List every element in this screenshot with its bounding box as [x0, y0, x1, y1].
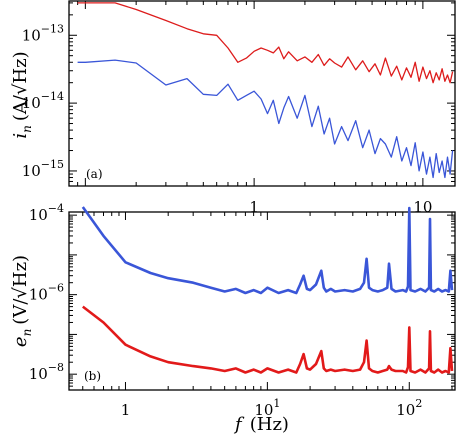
y-tick-label: 10−6 [29, 282, 64, 304]
panel-b-x-axis-label: f (Hz) [233, 414, 289, 435]
panel-b-frame [68, 211, 456, 391]
panel-a-frame [68, 0, 456, 187]
panel-b-y-tick-labels: 10−410−610−8 [29, 202, 64, 383]
x-tick-label: 10 [413, 198, 432, 216]
panel-a-series [77, 2, 454, 179]
y-tick-label-base: 10 [29, 206, 48, 224]
y-tick-label-base: 10 [22, 162, 41, 180]
x-tick-label: 102 [396, 397, 422, 419]
panel-a-y-axis-subscript: n [20, 125, 34, 133]
panel-b-y-axis-label: en (V/√Hz) [10, 255, 34, 347]
y-tick-label-exponent: −4 [48, 202, 64, 215]
y-tick-label-exponent: −13 [41, 22, 64, 35]
panel-a-ticks [68, 1, 455, 187]
x-tick-label: 1 [121, 401, 131, 419]
panel-b-x-tick-labels: 1 101 102 [121, 397, 423, 419]
y-tick-label-exponent: −8 [48, 361, 64, 374]
panel-a-y-axis-symbol: i [10, 133, 31, 139]
panel-b-ticks [68, 212, 455, 391]
x-tick-label: 1 [249, 198, 259, 216]
x-tick-label: 101 [254, 397, 280, 419]
panel-b-x-axis-symbol: f [233, 414, 245, 435]
series-line-1 [81, 206, 454, 295]
panel-b-y-axis-subscript: n [20, 329, 34, 337]
panel-b: 10−410−610−8 1 101 102 (b) en(V/√Hz) f (Hz) [10, 202, 456, 435]
y-tick-label: 10−4 [29, 202, 64, 224]
x-tick-label-base: 10 [254, 401, 273, 419]
panel-b-y-axis-unit: (V/√Hz) [10, 255, 31, 325]
series-line-2 [82, 305, 454, 374]
y-tick-label-exponent: −14 [41, 90, 64, 103]
y-tick-label-base: 10 [22, 94, 41, 112]
panel-a-y-axis-label: in (A/√Hz) [10, 51, 34, 138]
x-tick-label-base: 10 [396, 401, 415, 419]
x-tick-label-exponent: 1 [273, 397, 280, 410]
panel-a-y-axis-unit: (A/√Hz) [10, 51, 31, 121]
y-tick-label: 10−8 [29, 361, 64, 383]
y-tick-label: 10−14 [22, 90, 64, 112]
y-tick-label-exponent: −6 [48, 282, 64, 295]
x-tick-label-exponent: 2 [415, 397, 422, 410]
panel-a-x-tick-labels: 1 10 [249, 198, 432, 216]
y-tick-label: 10−13 [22, 22, 64, 44]
y-tick-label-base: 10 [29, 286, 48, 304]
series-line-1 [77, 2, 454, 84]
panel-b-label: (b) [84, 369, 101, 383]
panel-b-x-axis-unit: (Hz) [250, 414, 289, 435]
panel-a-label: (a) [86, 167, 103, 181]
panel-b-series [81, 206, 454, 374]
y-tick-label-base: 10 [22, 26, 41, 44]
y-tick-label-exponent: −15 [41, 158, 64, 171]
y-tick-label: 10−15 [22, 158, 64, 180]
y-tick-label-base: 10 [29, 365, 48, 383]
panel-b-y-axis-symbol: e [10, 336, 31, 347]
series-line-2 [77, 59, 454, 179]
